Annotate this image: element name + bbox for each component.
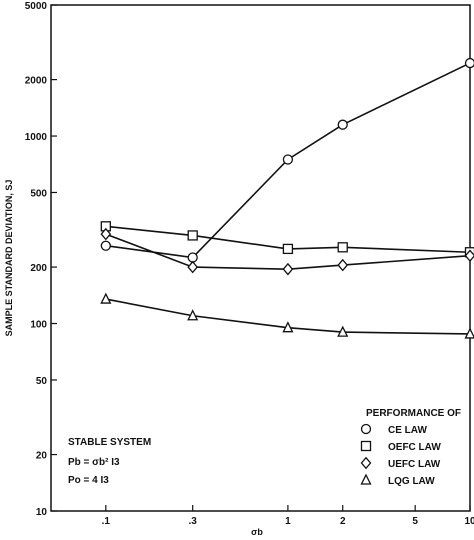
x-tick-label: .1 <box>102 516 111 527</box>
x-tick-labels: .1 .3 1 2 5 10 <box>102 516 474 527</box>
data-point <box>337 258 349 272</box>
series-lines <box>100 57 474 339</box>
x-tick-label: 10 <box>464 516 474 527</box>
y-tick-label: 2000 <box>25 76 48 87</box>
y-tick-label: 200 <box>30 263 47 274</box>
x-axis-label: σb <box>251 527 263 537</box>
y-tick-label: 20 <box>36 451 48 462</box>
annotation-line2: Po = 4 I3 <box>68 475 109 486</box>
series-oefc-law <box>100 221 474 258</box>
y-tick-label: 100 <box>30 320 47 331</box>
data-point <box>100 227 112 241</box>
data-point <box>464 327 474 339</box>
data-point <box>464 249 474 263</box>
y-tick-label: 5000 <box>25 1 48 12</box>
legend-label: CE LAW <box>388 425 427 436</box>
data-point <box>187 230 198 241</box>
series-uefc-law <box>100 227 474 276</box>
legend: PERFORMANCE OF CE LAW OEFC LAW UEFC LAW LQG… <box>360 408 461 487</box>
y-tick-labels: 10 20 50 100 200 500 1000 2000 5000 <box>25 1 48 518</box>
x-tick-label: 1 <box>285 516 291 527</box>
legend-label: LQG LAW <box>388 476 435 487</box>
data-point <box>187 252 198 263</box>
x-tick-label: 5 <box>412 516 418 527</box>
y-tick-label: 10 <box>36 507 48 518</box>
data-point <box>337 119 348 130</box>
legend-label: OEFC LAW <box>388 442 441 453</box>
legend-marker-triangle <box>360 473 372 485</box>
data-point <box>337 242 348 253</box>
y-tick-label: 1000 <box>25 132 48 143</box>
data-point <box>337 325 349 337</box>
axis-ticks <box>51 4 471 512</box>
data-point <box>282 154 294 165</box>
legend-marker-circle <box>360 423 372 435</box>
legend-label: UEFC LAW <box>388 459 441 470</box>
x-tick-label: 2 <box>340 516 346 527</box>
annotation-line1: Pb = σb² I3 <box>68 457 120 468</box>
data-point <box>282 321 294 333</box>
annotation-title: STABLE SYSTEM <box>68 437 151 448</box>
data-point <box>187 260 199 274</box>
y-tick-label: 500 <box>30 188 47 199</box>
data-point <box>282 262 294 276</box>
legend-title: PERFORMANCE OF <box>366 408 461 419</box>
data-point <box>100 292 112 304</box>
y-tick-label: 50 <box>36 376 48 387</box>
annotation: STABLE SYSTEM Pb = σb² I3 Po = 4 I3 <box>68 437 151 486</box>
legend-marker-square <box>360 440 372 452</box>
data-point <box>100 240 111 251</box>
x-tick-label: .3 <box>189 516 198 527</box>
series-lqg-law <box>100 292 474 339</box>
data-point <box>187 309 199 321</box>
series-ce-law <box>100 57 474 263</box>
y-axis-label: SAMPLE STANDARD DEVIATION, SJ <box>4 180 14 337</box>
data-point <box>282 243 294 255</box>
legend-marker-diamond <box>360 456 372 470</box>
data-point <box>464 57 474 69</box>
